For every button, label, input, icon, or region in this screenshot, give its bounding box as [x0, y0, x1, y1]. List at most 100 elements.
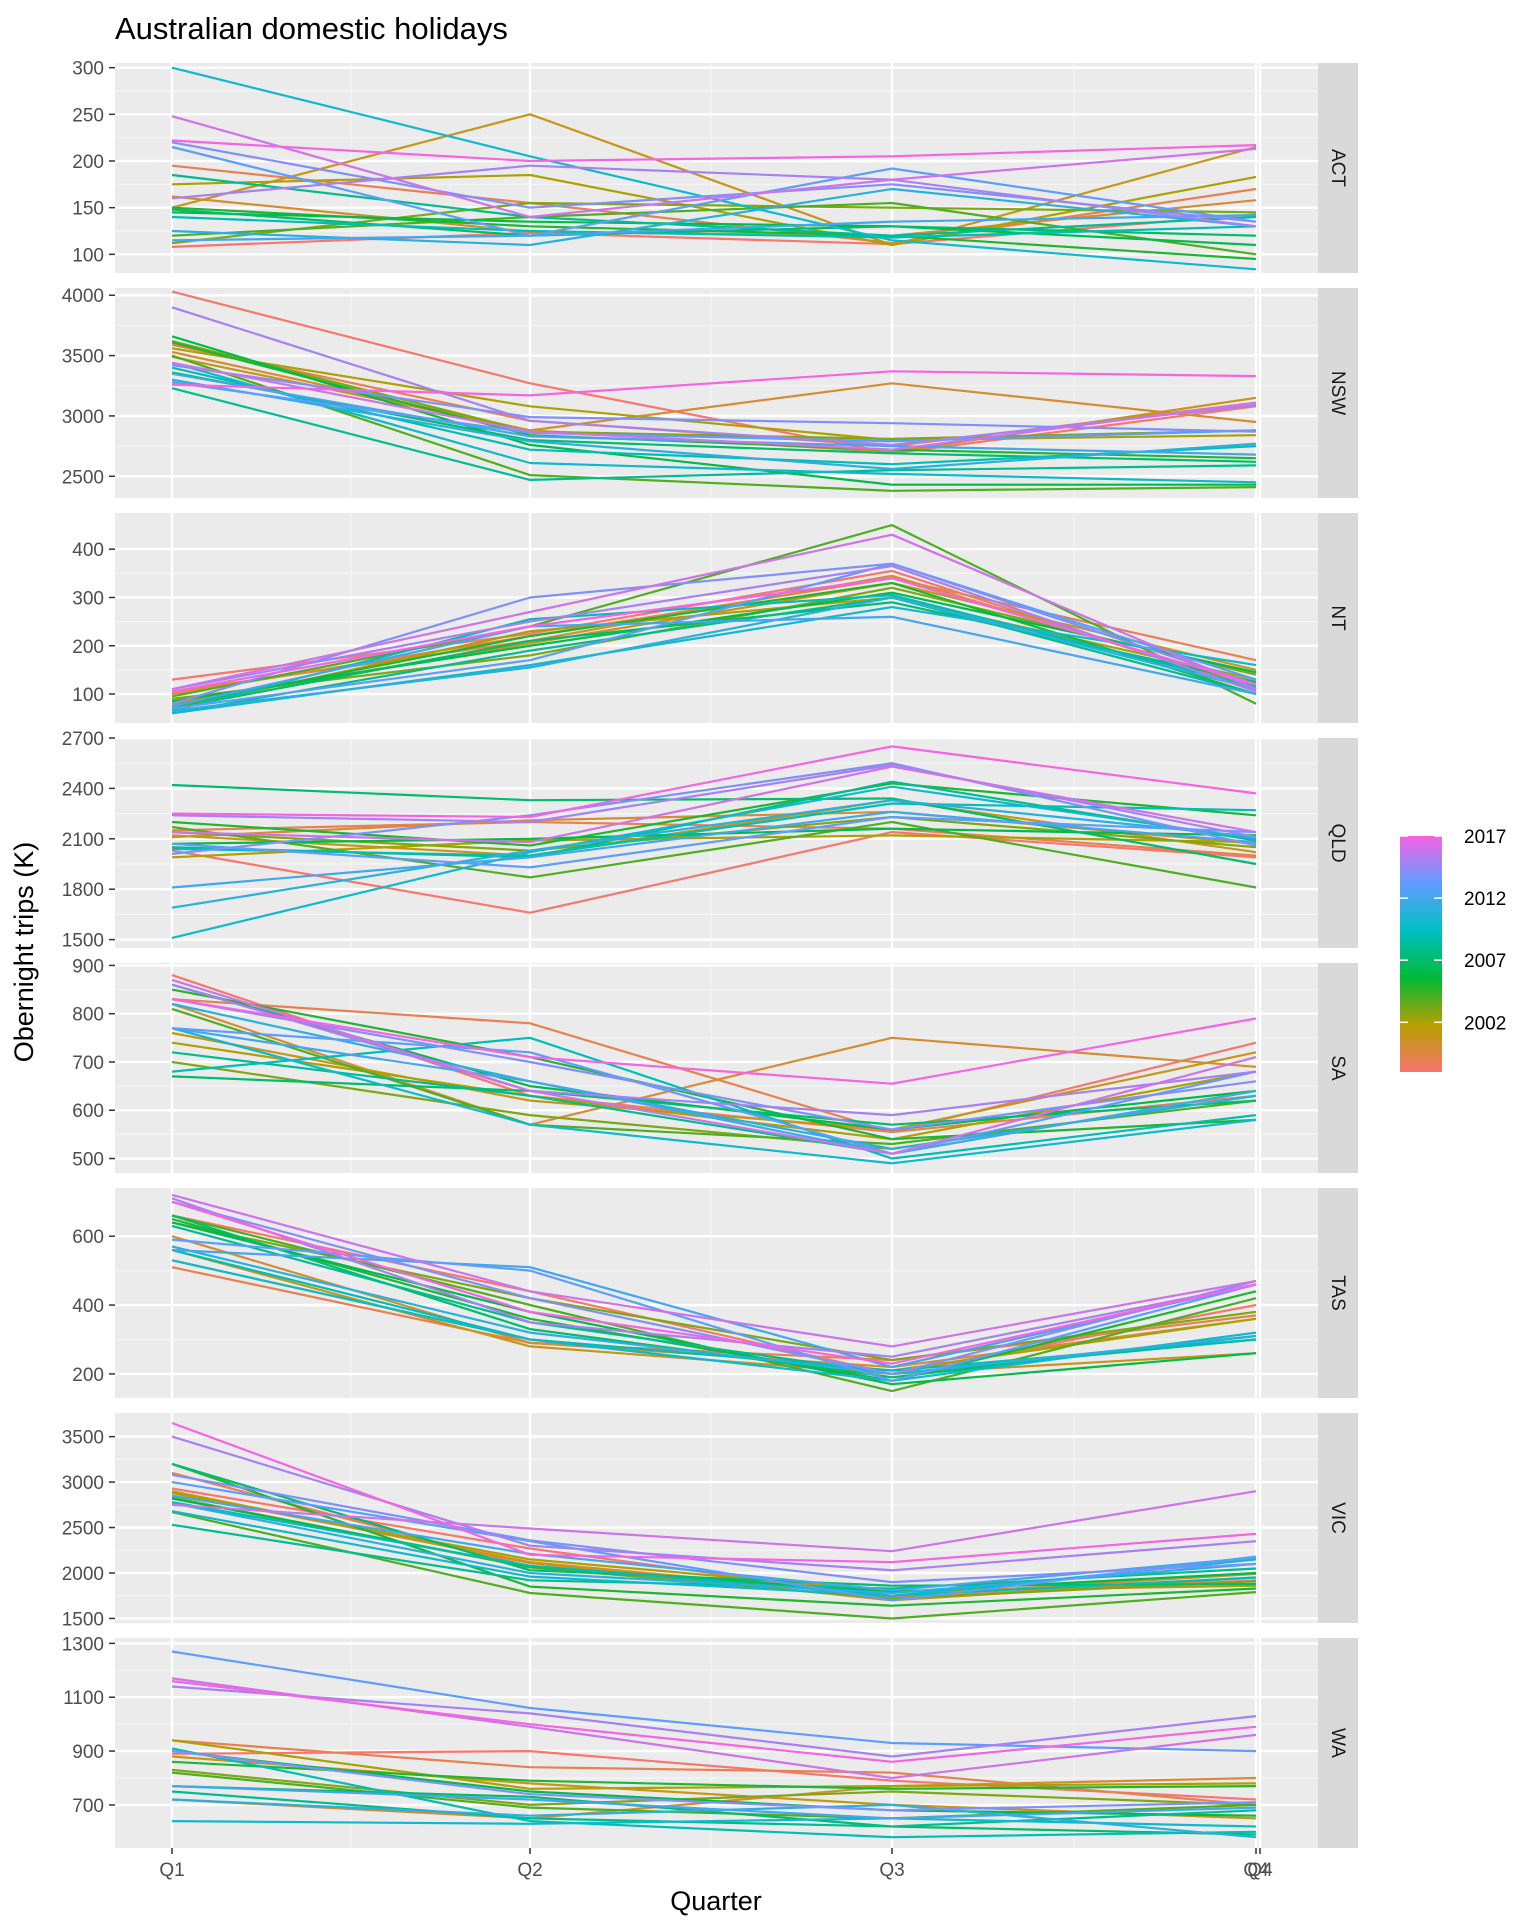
panel-background: [115, 1413, 1318, 1623]
series-line-2011: [171, 1245, 1257, 1376]
series-line-2003: [171, 340, 1257, 440]
y-tick-label: 700: [72, 1053, 104, 1074]
facet-strip: [1318, 738, 1358, 948]
legend-colorbar: [1400, 836, 1442, 1072]
series-line-2015: [171, 1197, 1257, 1358]
series-line-2013: [171, 1238, 1257, 1382]
series-line-2013: [171, 1650, 1257, 1753]
series-line-2009: [171, 802, 1257, 857]
series-line-2016: [171, 533, 1257, 691]
facet-strip-label: NT: [1327, 605, 1348, 631]
series-line-2017: [171, 745, 1257, 819]
y-tick-label: 400: [72, 1296, 104, 1317]
facet-strip-label: QLD: [1327, 823, 1348, 862]
y-tick-label: 3500: [62, 1428, 104, 1449]
series-line-2006: [171, 211, 1257, 247]
y-tick-label: 3000: [62, 1473, 104, 1494]
y-tick-label: 1300: [62, 1634, 104, 1655]
series-line-2013: [171, 562, 1257, 710]
x-tick-label: Q2: [517, 1860, 542, 1881]
y-tick-label: 2100: [62, 830, 104, 851]
series-line-2010: [171, 1817, 1257, 1828]
series-line-2010: [171, 785, 1257, 939]
series-line-2017: [171, 1680, 1257, 1763]
y-tick-label: 900: [72, 1742, 104, 1763]
series-line-2011: [171, 596, 1257, 712]
series-line-2007: [171, 371, 1257, 463]
panel-background: [115, 288, 1318, 498]
y-tick-label: 300: [72, 59, 104, 80]
series-line-1999: [171, 998, 1257, 1134]
series-line-2013: [171, 815, 1257, 869]
series-line-2011: [171, 799, 1257, 909]
y-tick-label: 900: [72, 956, 104, 977]
series-line-2013: [171, 145, 1257, 237]
series-line-2010: [171, 361, 1257, 484]
series-line-2008: [171, 387, 1257, 481]
y-tick-label: 2500: [62, 467, 104, 488]
x-tick-label: Q4: [1243, 1860, 1269, 1881]
series-line-2003: [171, 1768, 1257, 1807]
series-line-2010: [171, 1027, 1257, 1165]
series-line-2016: [171, 1193, 1257, 1348]
series-line-2017: [171, 998, 1257, 1085]
series-line-2010: [171, 1259, 1257, 1382]
series-line-2006: [171, 1497, 1257, 1594]
legend-label: 2012: [1464, 889, 1506, 910]
y-tick-label: 1800: [62, 880, 104, 901]
series-line-2016: [171, 1490, 1257, 1553]
series-line-1998: [171, 830, 1257, 914]
panel-qld: 1500 1800 2100 2400 2700 QLD: [62, 729, 1358, 952]
series-line-2009: [171, 1501, 1257, 1597]
y-tick-label: 100: [72, 245, 104, 266]
series-line-2017: [171, 1200, 1257, 1365]
x-axis-title: Quarter: [670, 1886, 762, 1916]
y-tick-label: 200: [72, 1365, 104, 1386]
series-line-2009: [171, 1747, 1257, 1839]
series-line-2004: [171, 1771, 1257, 1820]
y-tick-label: 800: [72, 1005, 104, 1026]
facet-strip-label: SA: [1327, 1055, 1348, 1081]
series-line-2002: [171, 1739, 1257, 1790]
series-line-2013: [171, 1481, 1257, 1602]
facet-strip-label: WA: [1327, 1728, 1348, 1758]
y-tick-label: 700: [72, 1796, 104, 1817]
facet-strip: [1318, 63, 1358, 273]
series-line-2002: [171, 834, 1257, 859]
facet-strip: [1318, 1413, 1358, 1623]
facet-strip: [1318, 288, 1358, 498]
series-line-2008: [171, 1790, 1257, 1828]
x-tick-label: Q1: [159, 1860, 184, 1881]
panel-nsw: 2500 3000 3500 4000 NSW: [62, 286, 1358, 498]
y-tick-label: 2700: [62, 729, 104, 750]
series-line-2009: [171, 215, 1257, 239]
panel-act: 100 150 200 250 300 ACT: [72, 59, 1358, 273]
series-line-2009: [171, 593, 1257, 712]
y-axis-title: Obernight trips (K): [9, 842, 39, 1063]
color-legend: 2017 2012 2007 2002: [1400, 827, 1506, 1072]
facet-strip-label: ACT: [1327, 149, 1348, 187]
series-line-2012: [171, 1248, 1257, 1369]
x-tick-label: Q3: [879, 1860, 904, 1881]
y-tick-label: 200: [72, 637, 104, 658]
facet-panels: 100 150 200 250 300 ACT 2500 3000 3500 4000 NSW 100…: [62, 59, 1358, 1848]
y-tick-label: 600: [72, 1101, 104, 1122]
y-tick-label: 2500: [62, 1519, 104, 1540]
series-line-1998: [171, 1214, 1257, 1376]
series-line-2013: [171, 381, 1257, 443]
y-tick-label: 1500: [62, 931, 104, 952]
facet-strip: [1318, 1638, 1358, 1848]
series-line-2017: [171, 1421, 1257, 1564]
series-line-2004: [171, 354, 1257, 492]
y-tick-label: 150: [72, 199, 104, 220]
panel-tas: 200 400 600 TAS: [72, 1188, 1358, 1398]
series-line-2007: [171, 783, 1257, 866]
y-tick-label: 1100: [63, 1688, 104, 1709]
series-line-2011: [171, 378, 1257, 471]
series-line-2005: [171, 581, 1257, 708]
series-line-2014: [171, 762, 1257, 855]
series-line-2004: [171, 523, 1257, 705]
series-line-2000: [171, 1002, 1257, 1126]
panel-wa: 700 900 1100 1300 WA: [62, 1634, 1358, 1848]
